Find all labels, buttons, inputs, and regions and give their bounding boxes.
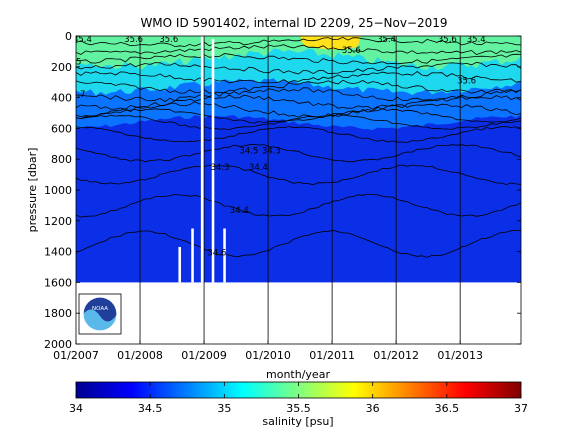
colorbar-tick-label: 37	[514, 402, 528, 415]
colorbar-tick-label: 36.5	[435, 402, 460, 415]
noaa-logo: NOAA	[78, 293, 122, 335]
contour-label: 34.4	[230, 206, 249, 216]
y-axis: 0 200 400 600 800 1000 1200 1400 1600 1800 2000	[44, 30, 521, 351]
noaa-logo-text: NOAA	[92, 306, 108, 312]
x-tick-label: 01/2009	[181, 349, 227, 362]
contour-line	[76, 114, 521, 131]
data-gaps	[178, 36, 226, 283]
y-tick-label: 1400	[44, 246, 72, 259]
colorbar-tick-label: 35	[217, 402, 231, 415]
x-tick-label: 01/2012	[373, 349, 419, 362]
colorbar-tick-label: 34	[69, 402, 83, 415]
y-tick-label: 400	[51, 92, 72, 105]
contour-label: 35.6	[342, 46, 361, 56]
colorbar-tick-label: 35.5	[286, 402, 311, 415]
contour-line	[76, 87, 521, 103]
contour-line	[76, 61, 521, 75]
contour-label: 34.4	[249, 163, 268, 173]
contour-label: 34.7	[67, 90, 86, 100]
contour-line	[76, 36, 521, 48]
x-tick-label: 01/2008	[117, 349, 163, 362]
colorbar-tick-label: 36	[366, 402, 380, 415]
contour-label: 34.5	[239, 147, 258, 157]
data-gap	[211, 39, 215, 283]
contour-label: 35.6	[159, 35, 178, 45]
x-tick-label: 01/2011	[309, 349, 355, 362]
contour-label: 35.4	[73, 35, 92, 45]
contour-line	[76, 143, 521, 163]
y-tick-label: 1600	[44, 276, 72, 289]
contour-label: 35.4	[377, 35, 396, 45]
x-axis: 01/2007 01/2008 01/2009 01/2010 01/2011 01/20…	[53, 340, 483, 362]
y-tick-label: 200	[51, 61, 72, 74]
salinity-band-surface	[76, 36, 521, 71]
x-tick-label: 01/2007	[53, 349, 99, 362]
contour-labels: 35.4 35.6 35.6 35 34.7 35.6 35.4 35.6 35.4 35.6 34…	[67, 35, 486, 258]
contour-label: 35.6	[124, 35, 143, 45]
contour-line	[76, 164, 521, 186]
y-tick-label: 1800	[44, 307, 72, 320]
contour-line	[76, 71, 521, 84]
contour-line	[76, 193, 521, 218]
plot-area: 35.4 35.6 35.6 35 34.7 35.6 35.4 35.6 35.4 35.6 34…	[67, 35, 521, 344]
y-axis-label: pressure [dbar]	[26, 148, 39, 233]
contour-label: 34.3	[211, 163, 230, 173]
data-gap	[223, 228, 226, 283]
contour-line	[76, 94, 521, 110]
contour-line	[76, 101, 521, 118]
y-tick-label: 800	[51, 153, 72, 166]
contour-line	[76, 44, 521, 56]
y-tick-label: 0	[65, 30, 72, 43]
contour-label: 34.6	[207, 248, 226, 258]
contour-label: 35.4	[467, 35, 486, 45]
colorbar-label: salinity [psu]	[262, 415, 333, 428]
y-tick-label: 2000	[44, 338, 72, 351]
salinity-band-max	[300, 36, 361, 50]
y-tick-label: 1000	[44, 184, 72, 197]
y-tick-label: 1200	[44, 215, 72, 228]
contour-line	[76, 126, 521, 143]
contour-line	[76, 108, 521, 124]
colorbar: 34 34.5 35 35.5 36 36.5 37	[69, 381, 528, 415]
contour-label: 34.3	[262, 147, 281, 157]
data-gap	[178, 246, 182, 283]
colorbar-tick-label: 34.5	[138, 402, 163, 415]
x-tick-label: 01/2010	[245, 349, 291, 362]
x-tick-label: 01/2013	[437, 349, 483, 362]
contour-line	[76, 53, 521, 65]
contour-line	[76, 79, 521, 94]
contour-label: 35.6	[457, 77, 476, 87]
contour-label: 35.6	[438, 35, 457, 45]
x-axis-label: month/year	[266, 368, 330, 381]
chart-title: WMO ID 5901402, internal ID 2209, 25−Nov…	[140, 16, 447, 30]
year-grid-lines	[139, 36, 461, 344]
contour-lines	[76, 36, 521, 258]
data-gap	[191, 228, 194, 283]
y-tick-label: 600	[51, 122, 72, 135]
contour-line	[76, 229, 521, 258]
data-gap	[200, 36, 205, 283]
contour-label: 35	[71, 57, 82, 67]
colorbar-ticks: 34 34.5 35 35.5 36 36.5 37	[69, 382, 528, 415]
